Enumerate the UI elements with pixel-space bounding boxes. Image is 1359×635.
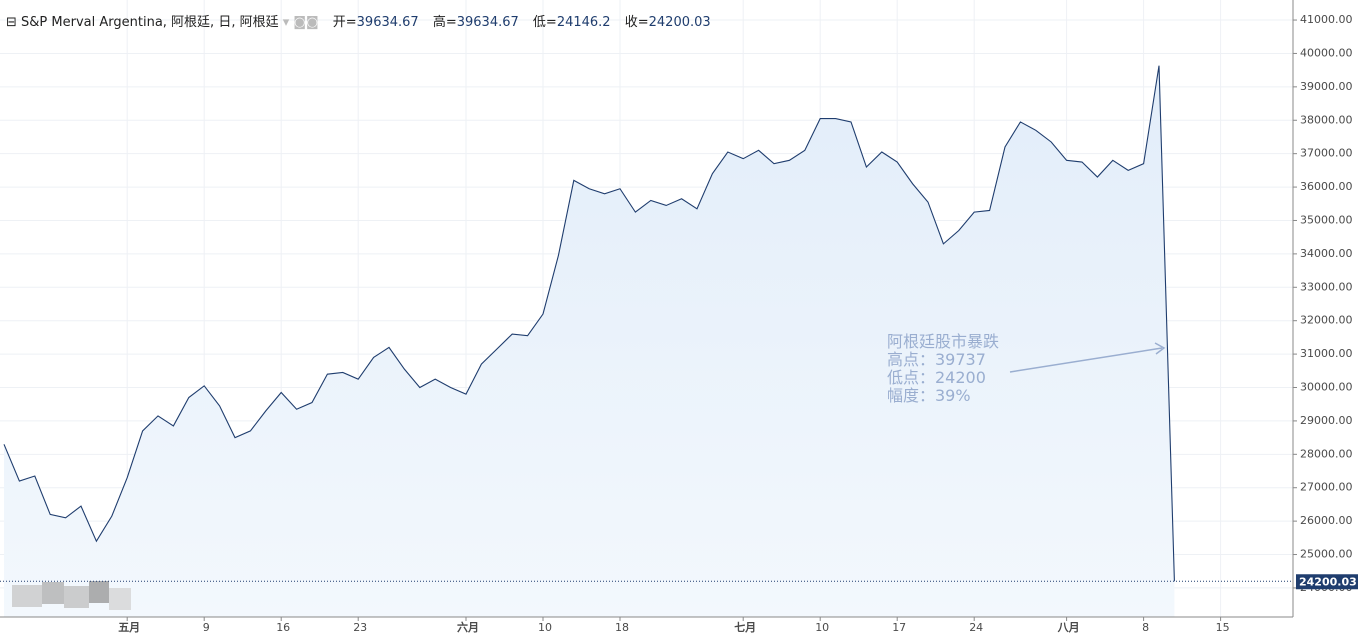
annotation-line: 低点：24200	[887, 368, 986, 387]
x-tick-label: 17	[892, 621, 906, 634]
open-value: 39634.67	[356, 15, 419, 30]
annotation-title: 阿根廷股市暴跌	[887, 332, 1000, 351]
annotation-line: 高点：39737	[887, 350, 986, 369]
x-tick-label: 24	[969, 621, 983, 634]
x-tick-label: 18	[615, 621, 629, 634]
y-tick-label: 28000.00	[1300, 447, 1353, 460]
low-value: 24146.2	[556, 15, 611, 30]
y-tick-label: 33000.00	[1300, 280, 1353, 293]
x-tick-label: 六月	[457, 620, 479, 634]
x-tick-label: 23	[353, 621, 367, 634]
arrow-head	[1154, 342, 1166, 355]
x-tick-label: 15	[1216, 621, 1230, 634]
y-tick-label: 38000.00	[1300, 113, 1353, 126]
x-tick-label: 七月	[734, 620, 756, 634]
last-price-badge	[1296, 574, 1358, 590]
y-tick-label: 25000.00	[1300, 548, 1353, 561]
y-tick-label: 35000.00	[1300, 213, 1353, 226]
x-tick-label: 10	[538, 621, 552, 634]
x-tick-label: 8	[1142, 621, 1149, 634]
x-tick-label: 9	[203, 621, 210, 634]
symbol: S&P Merval Argentina, 阿根廷, 日, 阿根廷	[21, 15, 279, 30]
x-tick-label: 五月	[118, 621, 140, 634]
y-tick-label: 37000.00	[1300, 147, 1353, 160]
watermark	[64, 586, 89, 608]
y-tick-label: 39000.00	[1300, 80, 1353, 93]
collapse-icon[interactable]: ⊟	[6, 15, 17, 30]
price-line	[3, 65, 1175, 582]
annotation-arrow	[1009, 347, 1163, 373]
y-tick-label: 29000.00	[1300, 414, 1353, 427]
y-tick-label: 40000.00	[1300, 46, 1353, 59]
low-label: 低=	[532, 15, 557, 30]
y-tick-label: 34000.00	[1300, 247, 1353, 260]
watermark	[89, 581, 109, 603]
watermark	[12, 585, 42, 607]
y-tick-label: 26000.00	[1300, 514, 1353, 527]
y-tick-label: 27000.00	[1300, 481, 1353, 494]
x-tick-label: 10	[815, 621, 829, 634]
annotation-line: 幅度：39%	[887, 386, 971, 405]
last-price-label: 24200.03	[1299, 575, 1357, 588]
watermark	[109, 588, 131, 610]
y-tick-label: 30000.00	[1300, 381, 1353, 394]
y-tick-label: 36000.00	[1300, 180, 1353, 193]
close-label: 收=	[624, 15, 649, 30]
header: ⊟ S&P Merval Argentina, 阿根廷, 日, 阿根廷 ▾ ◙◙…	[6, 15, 711, 30]
high-label: 高=	[432, 15, 457, 30]
y-tick-label: 32000.00	[1300, 314, 1353, 327]
close-value: 24200.03	[648, 15, 711, 30]
y-tick-label: 31000.00	[1300, 347, 1353, 360]
open-label: 开=	[332, 15, 357, 30]
x-tick-label: 八月	[1057, 621, 1080, 634]
x-tick-label: 16	[276, 621, 290, 634]
high-value: 39634.67	[456, 15, 519, 30]
annotation: 阿根廷股市暴跌 高点：39737 低点：24200 幅度：39%	[887, 333, 999, 405]
y-tick-label: 41000.00	[1300, 13, 1353, 26]
area	[4, 65, 1175, 617]
watermark	[42, 582, 64, 604]
